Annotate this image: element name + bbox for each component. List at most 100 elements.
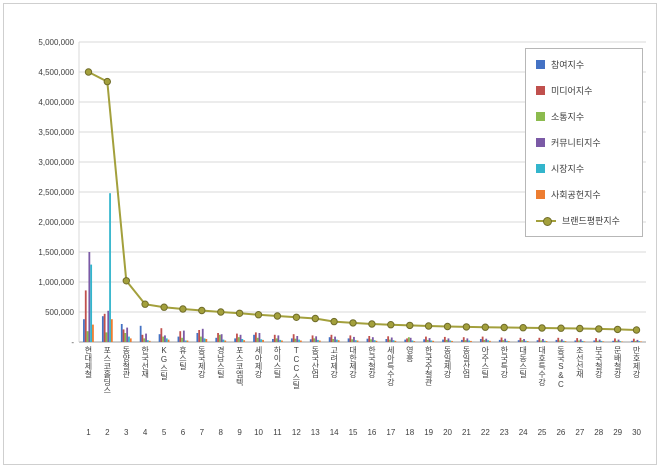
bar-시장지수 [619,341,622,342]
legend-swatch [536,86,545,95]
legend: 참여지수 미디어지수 소통지수 커뮤니티지수 시장지수 사회공헌지수 브랜드평판지수 [525,48,643,237]
bar-참여지수 [574,340,577,342]
bar-시장지수 [241,339,244,342]
line-marker [273,312,282,320]
x-axis-label: 동국제강 [197,346,207,378]
rank-label: 8 [218,428,223,437]
legend-item: 커뮤니티지수 [536,136,632,149]
bar-커뮤니티지수 [126,327,129,342]
bar-사회공헌지수 [564,341,567,342]
bar-커뮤니티지수 [579,339,582,342]
x-axis-label: 한국선재 [140,346,150,378]
rank-label: 24 [518,428,528,437]
bar-소통지수 [407,337,410,342]
legend-item: 시장지수 [536,162,632,175]
x-axis-label: 대동스틸 [518,346,528,378]
bar-커뮤니티지수 [542,339,544,342]
bar-소통지수 [464,340,467,342]
bar-참여지수 [404,339,407,342]
bar-사회공헌지수 [92,324,94,342]
bar-시장지수 [392,340,395,342]
x-axis-label: 포스코엠텍 [235,346,245,386]
y-axis-tick-label: 5,000,000 [38,38,74,47]
bar-미디어지수 [443,336,446,342]
bar-시장지수 [298,339,300,342]
bar-참여지수 [555,339,558,342]
bar-사회공헌지수 [224,340,227,342]
bar-미디어지수 [481,336,484,342]
legend-label: 브랜드평판지수 [562,216,620,226]
line-marker [198,306,206,315]
legend-swatch [536,60,545,69]
bar-미디어지수 [236,333,238,342]
bar-시장지수 [449,340,452,342]
y-axis-tick-label: 3,000,000 [38,158,74,167]
line-marker [217,308,225,316]
rank-label: 26 [556,428,566,437]
bar-소통지수 [294,338,297,342]
line-marker [576,324,584,333]
bar-참여지수 [290,338,293,342]
bar-소통지수 [445,339,448,342]
bar-시장지수 [90,264,93,342]
bar-커뮤니티지수 [447,338,450,342]
legend-label: 사회공헌지수 [551,190,601,200]
bar-참여지수 [536,340,539,342]
x-axis-label: 동국산업 [310,346,320,378]
bar-커뮤니티지수 [466,338,469,342]
bar-커뮤니티지수 [277,335,280,342]
line-marker [311,314,319,323]
bar-사회공헌지수 [375,340,378,342]
bar-참여지수 [83,319,85,342]
bar-미디어지수 [330,334,333,342]
bar-사회공헌지수 [281,340,283,342]
bar-커뮤니티지수 [201,328,204,342]
line-marker [538,324,546,332]
legend-item: 사회공헌지수 [536,188,632,201]
bar-참여지수 [120,324,123,342]
line-marker [632,326,641,334]
bar-시장지수 [468,340,471,342]
y-axis-tick-label: 3,500,000 [38,128,74,137]
bar-소통지수 [256,337,259,342]
bar-미디어지수 [462,337,465,342]
x-axis-label: 포스코홀딩스 [102,346,112,394]
bar-소통지수 [332,339,335,342]
bar-사회공헌지수 [337,340,340,342]
rank-label: 4 [142,428,148,437]
bar-사회공헌지수 [243,340,246,342]
bar-미디어지수 [538,337,541,342]
line-marker [84,68,93,76]
bar-미디어지수 [217,333,219,342]
legend-swatch [536,112,545,121]
bar-커뮤니티지수 [353,336,355,342]
bar-참여지수 [253,334,255,342]
bar-사회공헌지수 [621,341,624,342]
bar-커뮤니티지수 [485,338,488,342]
y-axis-tick-label: 1,500,000 [38,248,74,257]
bar-참여지수 [234,338,237,342]
bar-커뮤니티지수 [617,339,620,342]
bar-시장지수 [146,340,149,342]
bar-참여지수 [461,339,463,342]
line-marker [500,323,508,332]
bar-사회공헌지수 [110,319,113,342]
bar-사회공헌지수 [545,341,548,342]
bar-미디어지수 [500,337,503,342]
bar-커뮤니티지수 [315,336,318,342]
bar-미디어지수 [292,334,295,342]
line-marker [557,324,565,332]
rank-label: 14 [329,428,339,437]
bar-미디어지수 [519,337,522,342]
bar-시장지수 [184,340,187,342]
bar-참여지수 [309,339,312,342]
bar-소통지수 [86,331,89,342]
rank-label: 13 [310,428,320,437]
bar-미디어지수 [160,328,163,342]
legend-line-swatch [536,216,556,226]
bar-시장지수 [411,340,414,342]
bar-시장지수 [543,340,546,342]
line-marker [254,311,263,319]
bar-참여지수 [423,339,426,342]
bar-소통지수 [483,339,486,342]
